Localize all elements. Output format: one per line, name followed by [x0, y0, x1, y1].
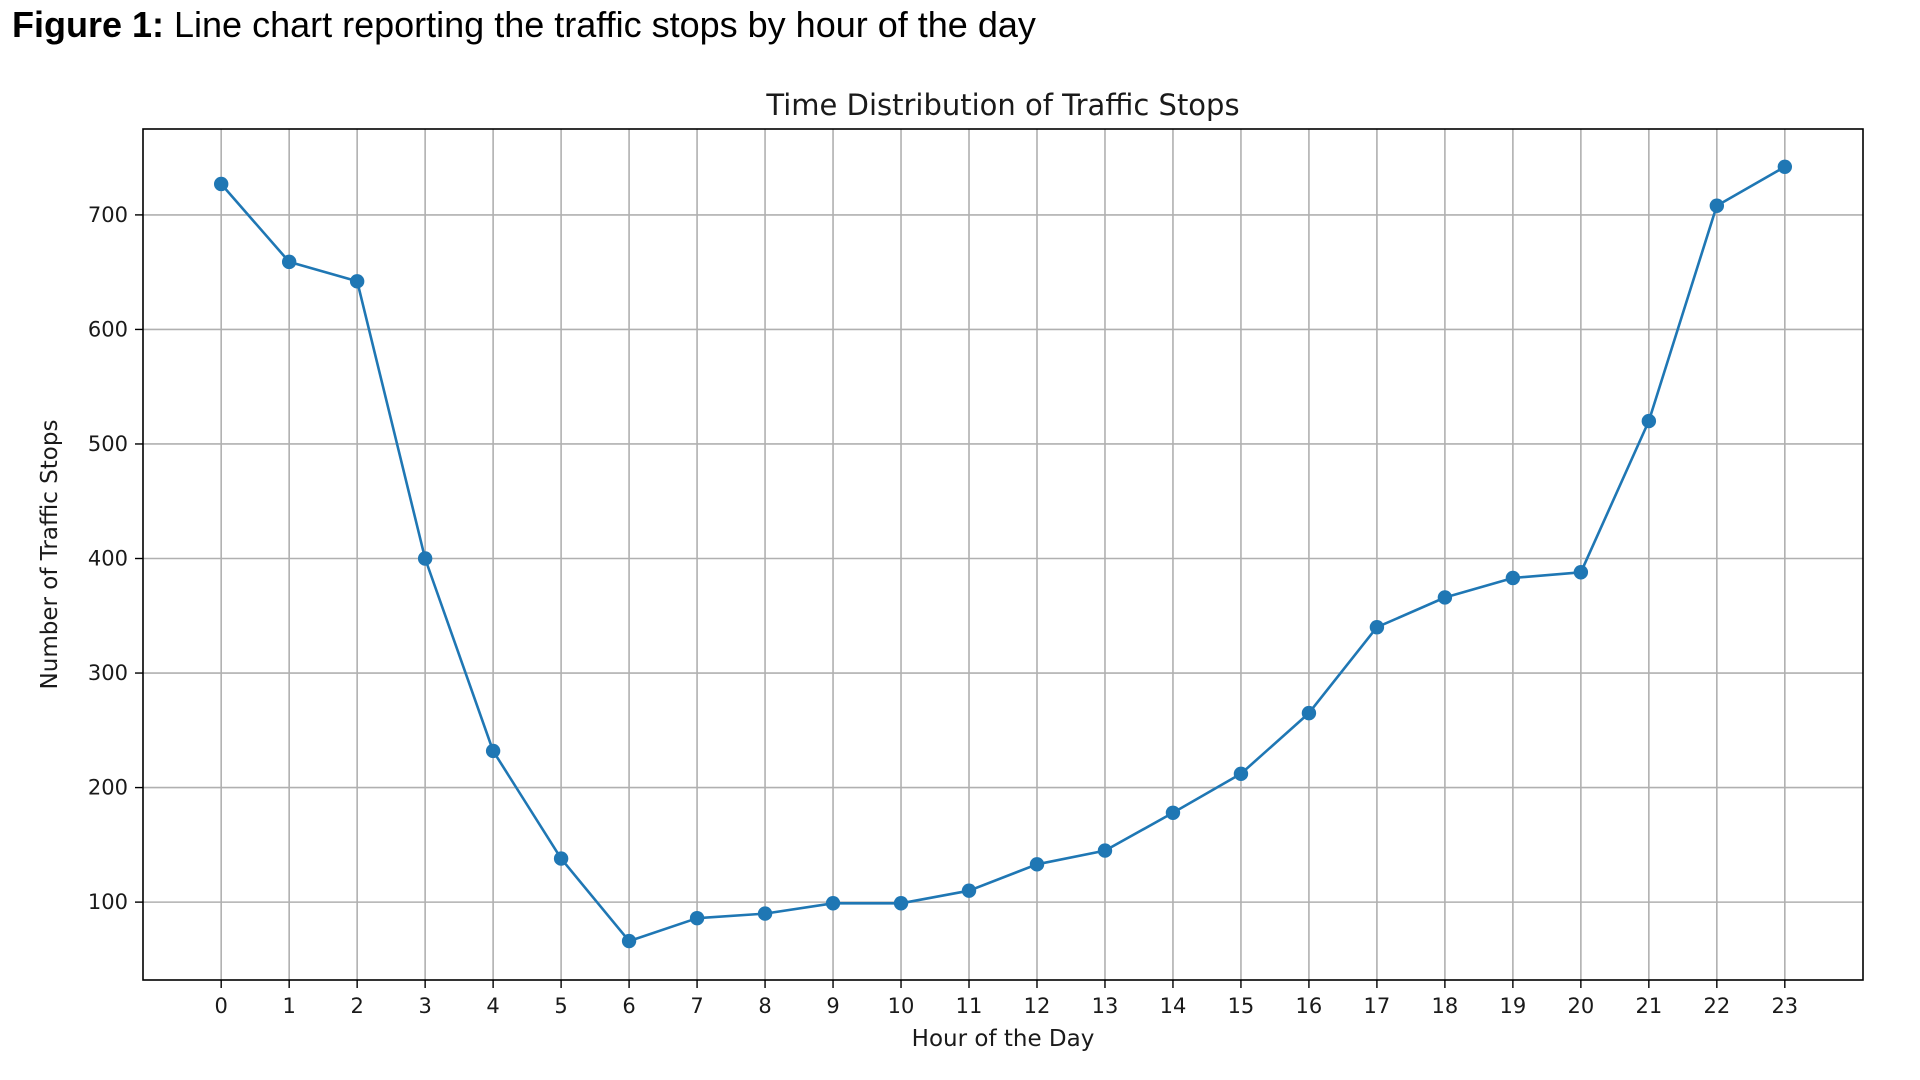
data-point [349, 274, 365, 289]
x-tick-label: 9 [826, 994, 839, 1018]
series-line-layer [220, 165, 1786, 943]
data-point [213, 176, 229, 192]
x-tick-label: 1 [282, 994, 295, 1018]
data-point-layer [213, 159, 1793, 949]
data-point [417, 551, 433, 566]
x-tick-label: 20 [1567, 994, 1594, 1018]
chart-title: Time Distribution of Traffic Stops [765, 88, 1239, 122]
x-tick-label: 8 [758, 994, 771, 1018]
y-tick-label: 500 [88, 432, 128, 456]
data-point [689, 910, 705, 926]
x-tick-label: 7 [690, 994, 703, 1018]
x-tick-label: 18 [1432, 994, 1459, 1018]
data-point [1369, 620, 1385, 635]
x-tick-label: 11 [956, 994, 983, 1018]
x-tick-label: 16 [1296, 994, 1323, 1018]
x-tick-label: 15 [1228, 994, 1255, 1018]
data-point [1777, 159, 1793, 174]
x-tick-label: 22 [1703, 994, 1730, 1018]
y-tick-label: 600 [88, 317, 128, 341]
x-tick-label: 21 [1635, 994, 1662, 1018]
figure-caption-text: Line chart reporting the traffic stops b… [164, 4, 1036, 45]
y-axis-title: Number of Traffic Stops [37, 420, 63, 690]
series-line [220, 165, 1786, 943]
data-point [961, 883, 977, 898]
data-point [1165, 805, 1181, 820]
x-tick-label: 6 [622, 994, 635, 1018]
x-tick-label: 0 [214, 994, 227, 1018]
data-point [1301, 705, 1317, 721]
x-tick-label: 17 [1364, 994, 1391, 1018]
x-tick-label: 23 [1771, 994, 1798, 1018]
data-point [1029, 857, 1045, 872]
x-tick-label: 2 [350, 994, 363, 1018]
x-tick-label: 4 [486, 994, 499, 1018]
data-point [281, 254, 297, 270]
x-tick-label: 13 [1092, 994, 1119, 1018]
data-point [1709, 198, 1725, 213]
data-point [1233, 766, 1249, 782]
x-tick-label: 19 [1500, 994, 1527, 1018]
data-point [1505, 570, 1521, 586]
x-tick-label: 3 [418, 994, 431, 1018]
data-point [1097, 843, 1113, 858]
figure-caption: Figure 1: Line chart reporting the traff… [12, 4, 1036, 46]
x-tick-label: 14 [1160, 994, 1187, 1018]
y-tick-label: 100 [88, 890, 128, 914]
grid-layer [143, 129, 1863, 980]
figure-caption-lead: Figure 1: [12, 4, 165, 45]
x-tick-label: 10 [888, 994, 915, 1018]
x-tick-label: 5 [554, 994, 567, 1018]
data-point [757, 906, 773, 921]
data-point [1641, 413, 1657, 429]
data-point [893, 896, 909, 911]
data-point [1573, 565, 1589, 580]
data-point [1437, 590, 1453, 605]
y-tick-label: 400 [88, 547, 128, 571]
plot-frame [142, 128, 1864, 981]
x-axis-title: Hour of the Day [912, 1026, 1095, 1052]
y-tick-label: 300 [88, 661, 128, 685]
data-point [825, 896, 841, 911]
data-point [621, 933, 637, 949]
data-point [553, 851, 569, 866]
y-tick-label: 700 [88, 203, 128, 227]
x-tick-label: 12 [1024, 994, 1051, 1018]
data-point [485, 743, 501, 759]
y-tick-label: 200 [88, 776, 128, 800]
tick-layer: 0 1 2 3 4 5 6 7 8 9 10 11 12 13 14 15 16 17 18 19 20 21 22 2310… [88, 203, 1798, 1018]
